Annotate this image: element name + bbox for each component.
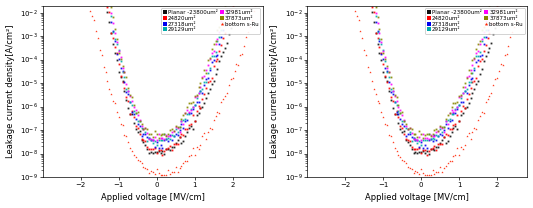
Y-axis label: Leakage current density[A/cm²]: Leakage current density[A/cm²] [5,25,14,158]
X-axis label: Applied voltage [MV/cm]: Applied voltage [MV/cm] [366,193,470,202]
X-axis label: Applied voltage [MV/cm]: Applied voltage [MV/cm] [101,193,205,202]
Legend: Planar -23800um², 24820um², 27318um², 29129um², 32981um², 37873um², bottom s-Ru: Planar -23800um², 24820um², 27318um², 29… [425,8,524,34]
Y-axis label: Leakage current density[A/cm²]: Leakage current density[A/cm²] [270,25,279,158]
Legend: Planar -23800um², 24820um², 27318um², 29129um², 32981um², 37873um², bottom s-Ru: Planar -23800um², 24820um², 27318um², 29… [160,8,260,34]
